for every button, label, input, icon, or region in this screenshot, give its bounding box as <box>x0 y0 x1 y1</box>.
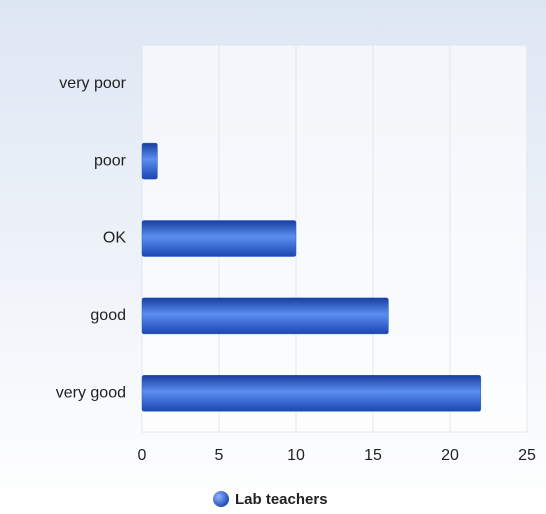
x-tick-label: 15 <box>364 447 382 464</box>
x-tick-label: 10 <box>287 447 305 464</box>
bar <box>141 297 389 335</box>
bar <box>141 375 482 412</box>
y-tick-label: poor <box>94 152 127 169</box>
x-tick-label: 20 <box>441 447 459 464</box>
y-tick-label: very good <box>56 385 126 402</box>
legend-label: Lab teachers <box>235 491 328 508</box>
x-tick-label: 25 <box>518 447 536 464</box>
x-tick-label: 0 <box>138 447 147 464</box>
x-tick-label: 5 <box>215 447 224 464</box>
y-tick-label: very poor <box>59 75 126 92</box>
bar <box>141 142 158 180</box>
legend-marker <box>213 491 229 507</box>
y-tick-label: OK <box>103 230 126 247</box>
bar <box>141 220 297 257</box>
y-tick-label: good <box>90 307 126 324</box>
